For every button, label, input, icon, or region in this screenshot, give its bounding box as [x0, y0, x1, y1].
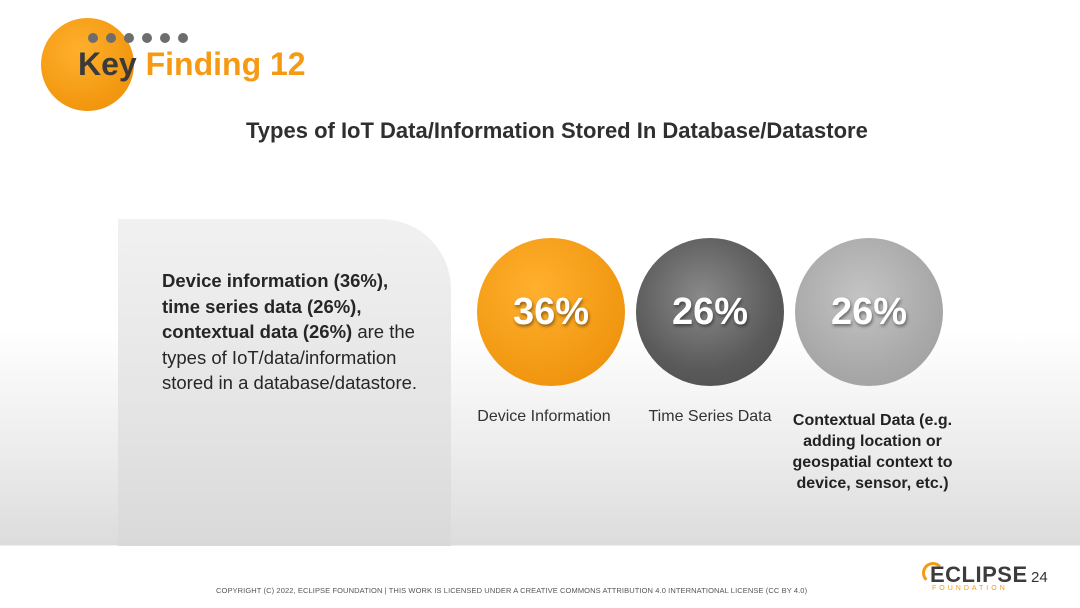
slide-subtitle: Types of IoT Data/Information Stored In …	[246, 118, 868, 143]
stat-label-device-information: Device Information	[477, 408, 611, 425]
copyright-footer: COPYRIGHT (C) 2022, ECLIPSE FOUNDATION |…	[216, 586, 808, 595]
dot	[142, 33, 152, 43]
eclipse-logo: ECLIPSE FOUNDATION	[922, 560, 1028, 596]
eclipse-arc-icon	[922, 562, 944, 584]
summary-bold-3: contextual data (26%)	[162, 321, 353, 342]
title-word-finding: Finding 12	[145, 46, 306, 82]
stat-circle-contextual-data: 26%	[795, 238, 943, 386]
stat-label-contextual-data: Contextual Data (e.g. adding location or…	[792, 412, 953, 492]
summary-bold-2: time series data (26%),	[162, 295, 362, 317]
title-word-key: Key	[78, 46, 137, 82]
stat-circle-time-series-data: 26%	[636, 238, 784, 386]
stat-circle-device-information: 36%	[477, 238, 625, 386]
decorative-dots	[88, 33, 188, 43]
page-number: 24	[1031, 569, 1048, 586]
summary-text: Device information (36%), time series dat…	[162, 268, 452, 396]
summary-panel	[118, 219, 451, 546]
dot	[124, 33, 134, 43]
dot	[160, 33, 170, 43]
stat-label-time-series-data: Time Series Data	[648, 408, 772, 425]
dot	[178, 33, 188, 43]
key-finding-circle	[41, 18, 134, 111]
page-title: Key Finding 12	[78, 46, 306, 83]
logo-subtext: FOUNDATION	[932, 585, 1008, 592]
summary-bold-1: Device information (36%),	[162, 270, 389, 291]
summary-rest: are the types of IoT/data/information st…	[162, 321, 418, 393]
dot	[106, 33, 116, 43]
dot	[88, 33, 98, 43]
logo-wordmark: ECLIPSE	[930, 562, 1028, 587]
